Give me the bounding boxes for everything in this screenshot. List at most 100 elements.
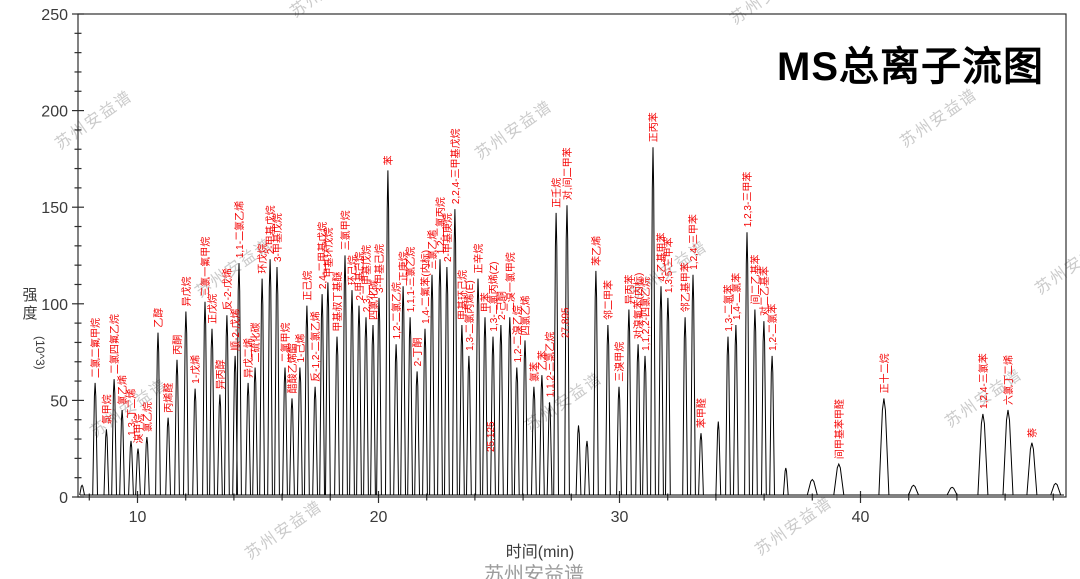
- watermark-text: 苏州安益谱: [897, 85, 981, 151]
- peak: [546, 402, 553, 496]
- x-tick-label: 20: [370, 509, 388, 526]
- peak: [498, 324, 504, 496]
- peak-label: 3-甲基戊烷: [271, 213, 284, 262]
- peak: [252, 367, 258, 496]
- y-tick-label: 250: [41, 7, 68, 24]
- peak-label: 丙酮: [172, 335, 184, 355]
- peak-label: 2-甲基庚烷: [441, 213, 454, 262]
- watermark-text: 苏州安益谱: [472, 97, 556, 163]
- peak-label: 三氯一氟甲烷: [199, 237, 212, 297]
- peak: [733, 324, 739, 496]
- peak: [690, 274, 696, 496]
- peak: [128, 440, 134, 496]
- peak-label: 邻乙基甲苯: [679, 262, 692, 312]
- peak: [422, 328, 428, 496]
- rt-annotation: 25.125: [486, 421, 497, 452]
- x-tick-label: 30: [611, 509, 629, 526]
- peak-label: 溴甲烷: [132, 414, 145, 444]
- peak-label: 苯乙烯: [590, 236, 603, 266]
- peak-label: 醋酸乙烯酯: [286, 343, 299, 393]
- peak-label: 三溴甲烷: [613, 342, 626, 382]
- peak: [682, 317, 688, 496]
- y-tick-label: 100: [41, 297, 68, 314]
- peak: [92, 382, 98, 496]
- peak-label: 1-己烯: [294, 334, 307, 363]
- peak: [584, 440, 590, 496]
- peak-label: 苯甲醛: [695, 398, 708, 428]
- peak: [769, 355, 775, 496]
- peak-label: 丙烯醛: [162, 383, 175, 413]
- peak-label: 1,2,4-三氯苯: [977, 353, 990, 409]
- peak-label: 1,2-二氯乙烷: [390, 282, 403, 339]
- peak-label: 对溴氟苯(内标): [632, 273, 645, 340]
- rt-annotations: 25.125 27.895: [486, 307, 572, 452]
- peak-label: 3-甲基己烷: [373, 244, 386, 293]
- peak-label: 异戊二烯: [242, 338, 255, 378]
- peak-label: 四氯乙烯: [519, 295, 532, 335]
- peak: [232, 355, 238, 496]
- peak-label: 1,2-二氯苯: [766, 304, 779, 351]
- peak-label: 1,1,2,2-四氯乙烷: [639, 277, 652, 351]
- peak-label: 邻二甲苯: [602, 280, 615, 320]
- peak: [616, 386, 622, 496]
- peak-label: 正己烷: [301, 271, 314, 301]
- peak-label: 1,2,4-三甲苯: [687, 214, 700, 270]
- peak-label: 对二乙基苯: [758, 266, 771, 316]
- peak-label: 2-甲基戊烷: [264, 205, 277, 254]
- peak: [1050, 482, 1062, 496]
- peak: [506, 317, 513, 496]
- peak-label: 2,4-二甲基戊烷: [316, 222, 329, 289]
- chromatogram-trace: [79, 147, 1064, 496]
- peak: [513, 367, 520, 496]
- axis-tick-labels: 0 50 100 150 200 250 10 20 30 40: [41, 7, 869, 526]
- y-axis-label: 强度 (10^3): [22, 287, 47, 370]
- peak: [605, 324, 611, 496]
- peak-label: 六氯丁二烯: [1002, 355, 1015, 405]
- peak-label: 1,2-二溴乙烷: [511, 305, 524, 362]
- peak: [192, 388, 198, 496]
- peak: [376, 297, 382, 496]
- peak-label: 2-丁酮: [412, 337, 424, 366]
- peak-label: 正戊烷: [206, 294, 219, 324]
- peak: [385, 170, 391, 496]
- peak-label: 反-2-戊烯: [221, 268, 234, 310]
- peak: [539, 375, 545, 496]
- peak: [334, 336, 340, 496]
- peak: [553, 212, 559, 496]
- peak: [658, 286, 664, 496]
- peak: [103, 429, 110, 496]
- peak: [245, 382, 251, 496]
- peak: [312, 386, 318, 496]
- y-axis-label-char: 强: [22, 287, 37, 304]
- peak: [459, 324, 465, 496]
- peak: [325, 282, 331, 496]
- peak-label: 乙苯: [536, 350, 549, 370]
- peak: [304, 305, 310, 496]
- peak: [319, 294, 325, 496]
- peak: [725, 336, 731, 496]
- x-tick-label: 40: [852, 509, 870, 526]
- peak: [282, 367, 288, 496]
- peak-label: 异戊烷: [180, 276, 193, 306]
- peak: [522, 340, 528, 496]
- peak: [274, 266, 280, 496]
- peak: [174, 359, 180, 496]
- axis-frame: [77, 13, 1067, 498]
- peak-label: 1,1-二氯乙烯: [233, 201, 246, 258]
- peak-label: 氯乙烯: [116, 375, 129, 405]
- peak-label: 1-戊烯: [189, 355, 202, 384]
- peak-label: 甲基叔丁基醚: [331, 272, 344, 332]
- peak: [806, 478, 818, 496]
- peak-label: 1,1,2-三氯乙烷: [544, 332, 557, 398]
- peak: [414, 371, 420, 496]
- peak: [575, 425, 582, 496]
- peak-label: 2,2,4-三甲基戊烷: [449, 128, 462, 204]
- peak: [429, 274, 435, 496]
- peak: [490, 336, 496, 496]
- peak: [475, 278, 481, 496]
- peak: [642, 355, 648, 496]
- peak-label: 萘: [1027, 428, 1039, 438]
- peak-label: 异丙苯: [623, 275, 636, 305]
